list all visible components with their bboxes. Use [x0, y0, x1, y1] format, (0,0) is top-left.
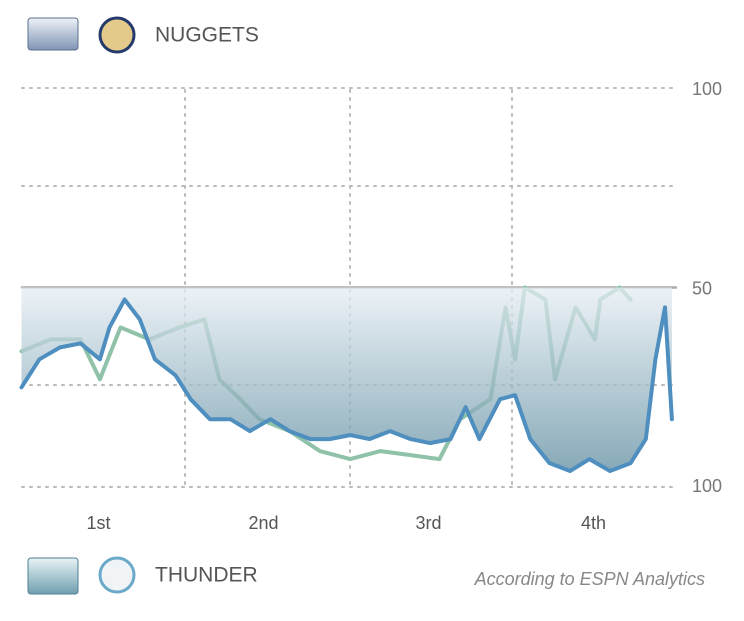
team-name: THUNDER [155, 564, 258, 587]
y-tick-label: 100 [692, 79, 722, 99]
team-color-box [27, 17, 79, 51]
team-color-box [27, 557, 79, 595]
x-tick-label: 1st [86, 513, 110, 533]
y2-tick-label: 100 [692, 476, 722, 496]
probability-area [21, 287, 672, 471]
team-logo [98, 556, 136, 594]
y-tick-label: 50 [692, 278, 712, 298]
x-tick-label: 3rd [415, 513, 441, 533]
team-logo [98, 16, 136, 54]
probability-line [19, 297, 674, 473]
team-name: NUGGETS [155, 24, 259, 47]
x-tick-label: 4th [581, 513, 606, 533]
x-tick-label: 2nd [248, 513, 278, 533]
source-note: According to ESPN Analytics [474, 569, 705, 589]
